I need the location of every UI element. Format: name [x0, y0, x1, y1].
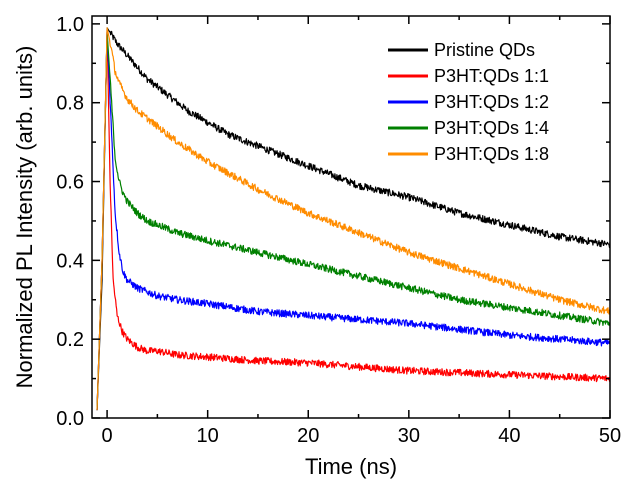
y-tick-label: 0.8	[56, 93, 84, 115]
x-tick-label: 30	[398, 425, 420, 447]
legend: Pristine QDs P3HT:QDs 1:1 P3HT:QDs 1:2 P3HT…	[388, 40, 549, 164]
series-line-2	[96, 31, 610, 411]
legend-label: P3HT:QDs 1:2	[434, 92, 549, 112]
x-tick-label: 0	[102, 425, 113, 447]
series-layer	[96, 27, 610, 411]
y-tick-label: 0.2	[56, 329, 84, 351]
series-line-5	[96, 27, 610, 411]
x-tick-label: 40	[498, 425, 520, 447]
plot-frame	[91, 15, 611, 419]
legend-label: P3HT:QDs 1:4	[434, 118, 549, 138]
x-axis-title: Time (ns)	[305, 454, 397, 479]
legend-label: P3HT:QDs 1:8	[434, 144, 549, 164]
x-tick-label: 20	[297, 425, 319, 447]
y-axis-title: Normalized PL Intensity (arb. units)	[12, 46, 37, 389]
series-line-1	[96, 27, 610, 411]
x-tick-label: 10	[197, 425, 219, 447]
y-tick-label: 1.0	[56, 14, 84, 36]
y-tick-label: 0.0	[56, 408, 84, 430]
series-line-4	[96, 31, 610, 411]
x-tick-label: 50	[599, 425, 621, 447]
series-line-3	[96, 31, 610, 411]
y-tick-label: 0.6	[56, 172, 84, 194]
legend-label: P3HT:QDs 1:1	[434, 66, 549, 86]
legend-label: Pristine QDs	[434, 40, 535, 60]
y-tick-label: 0.4	[56, 250, 84, 272]
ticks-layer: 0 10 20 30 40 50 0.0 0.2 0.4 0.6 0.8 1.0	[56, 14, 621, 447]
